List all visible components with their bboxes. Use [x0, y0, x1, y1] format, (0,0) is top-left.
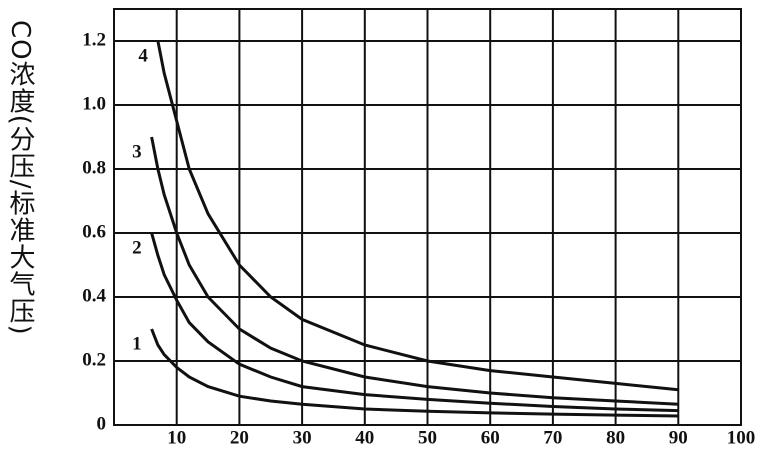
- x-tick-label: 70: [543, 427, 562, 448]
- curve-label: 2: [132, 237, 142, 258]
- curve-label: 1: [132, 333, 142, 354]
- x-tick-label: 40: [355, 427, 374, 448]
- x-tick-label: 60: [481, 427, 500, 448]
- curve: [150, 232, 679, 413]
- curve-label: 4: [138, 45, 148, 66]
- x-tick-label: 90: [669, 427, 688, 448]
- x-tick-label: 50: [418, 427, 437, 448]
- x-tick-label: 20: [230, 427, 249, 448]
- y-tick-label: 0.8: [82, 157, 106, 178]
- x-tick-label: 100: [727, 427, 756, 448]
- x-tick-label: 80: [606, 427, 625, 448]
- curve: [150, 328, 679, 418]
- y-tick-label: 0.6: [82, 221, 106, 242]
- y-tick-label: 0: [97, 413, 107, 434]
- x-tick-label: 10: [167, 427, 186, 448]
- curve: [150, 136, 679, 406]
- curve-label: 3: [132, 141, 142, 162]
- y-tick-label: 1.0: [82, 93, 106, 114]
- x-tick-label: 30: [293, 427, 312, 448]
- y-tick-label: 0.4: [82, 285, 106, 306]
- curve: [156, 40, 679, 392]
- y-axis-label: CO浓度(分压/标准大气压): [5, 20, 35, 336]
- y-tick-label: 1.2: [82, 29, 106, 50]
- y-tick-label: 0.2: [82, 349, 106, 370]
